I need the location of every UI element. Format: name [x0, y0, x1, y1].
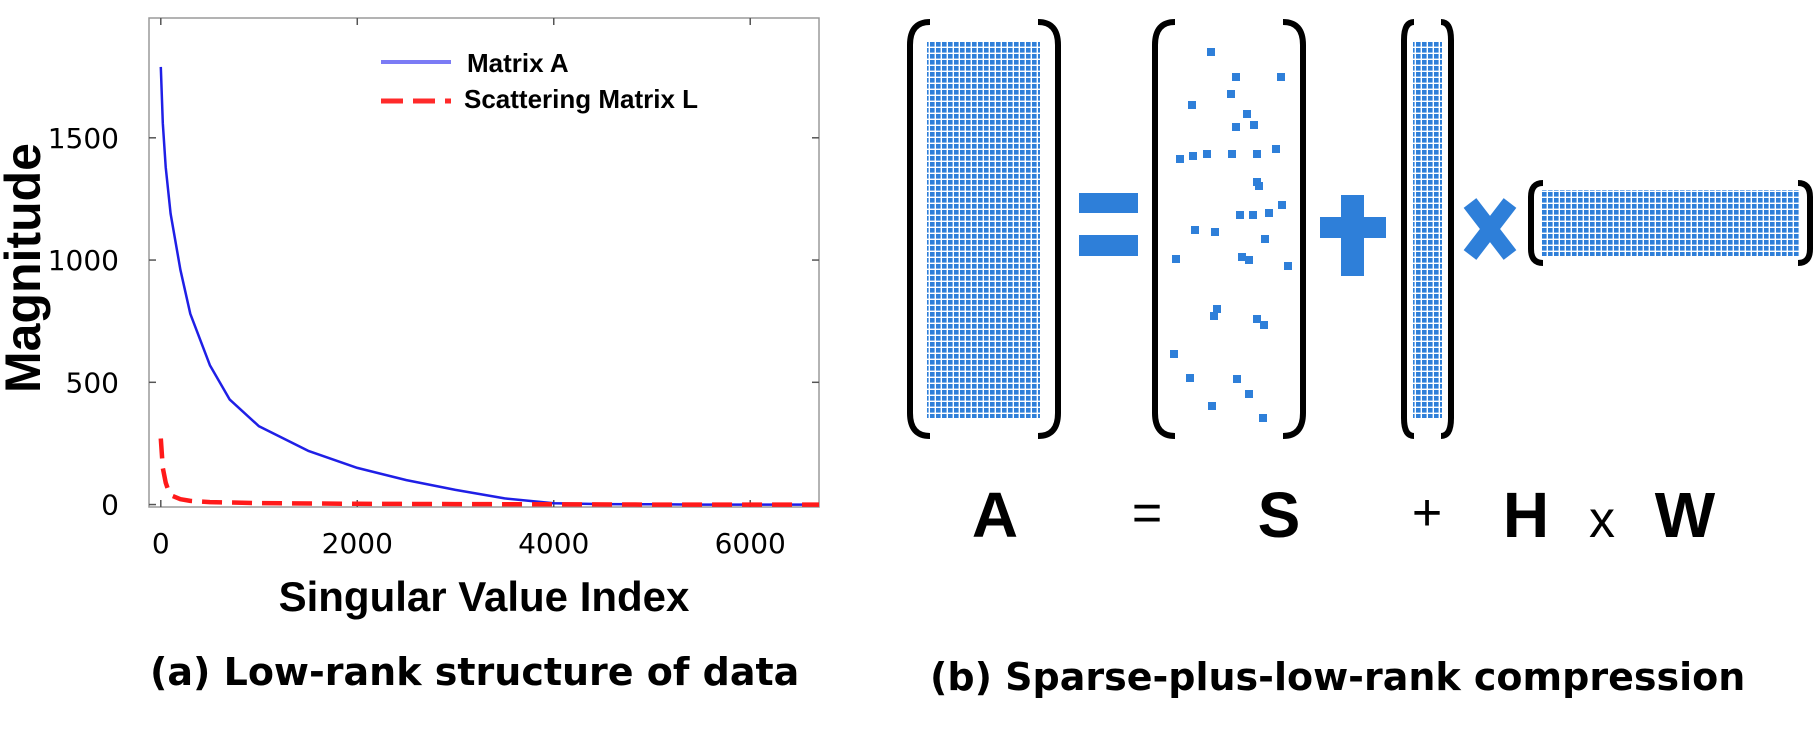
matrix-h-right-bracket: [1440, 19, 1454, 439]
matrix-a-right-bracket: [1037, 19, 1061, 439]
x-axis-ticks: 0 2000 4000 6000: [152, 18, 786, 560]
sparse-entry: [1188, 101, 1196, 109]
sparse-entry: [1278, 201, 1286, 209]
sparse-entry: [1232, 73, 1240, 81]
sparse-entry: [1207, 48, 1215, 56]
matrix-a-left-bracket: [907, 19, 931, 439]
x-tick-label: 6000: [715, 527, 786, 560]
decomposition-diagram: A = S + H x W: [907, 19, 1813, 551]
times-symbol: [1463, 198, 1517, 260]
label-s: S: [1258, 479, 1301, 551]
singular-value-chart: 0 500 1000 1500 0 2000 4000 6000 Matrix A Scat…: [0, 17, 820, 620]
label-w: W: [1655, 479, 1716, 551]
matrix-w-right-bracket: [1797, 180, 1813, 266]
matrix-a-fill: [927, 42, 1040, 418]
sparse-entry: [1186, 374, 1194, 382]
matrix-s-right-bracket: [1282, 19, 1306, 439]
sparse-entry: [1228, 150, 1236, 158]
matrix-h-left-bracket: [1401, 19, 1415, 439]
sparse-entry: [1265, 209, 1273, 217]
equals-symbol: [1079, 193, 1138, 256]
matrix-a: [907, 19, 1061, 439]
sparse-entry: [1243, 110, 1251, 118]
y-tick-label: 1000: [48, 244, 119, 277]
sparse-entry: [1172, 255, 1180, 263]
sparse-entry: [1176, 155, 1184, 163]
matrix-w-fill: [1541, 190, 1800, 256]
sparse-entry: [1272, 145, 1280, 153]
sparse-entry: [1253, 315, 1261, 323]
label-h: H: [1503, 479, 1549, 551]
sparse-entry: [1250, 121, 1258, 129]
sparse-entry: [1238, 253, 1246, 261]
sparse-entry: [1211, 228, 1219, 236]
legend-label-matrix-a: Matrix A: [467, 48, 569, 78]
sparse-entry: [1233, 375, 1241, 383]
label-plus: +: [1412, 484, 1442, 542]
label-a: A: [972, 479, 1018, 551]
label-equals: =: [1132, 484, 1162, 542]
sparse-entry: [1249, 211, 1257, 219]
caption-b: (b) Sparse-plus-low-rank compression: [930, 655, 1746, 699]
sparse-entry: [1170, 350, 1178, 358]
label-times: x: [1589, 491, 1615, 549]
plus-symbol: [1320, 195, 1386, 276]
sparse-entry: [1245, 390, 1253, 398]
x-tick-label: 2000: [322, 527, 393, 560]
sparse-entry: [1260, 321, 1268, 329]
sparse-entry: [1261, 235, 1269, 243]
y-axis-ticks: 0 500 1000 1500: [48, 122, 819, 522]
sparse-entry: [1213, 305, 1221, 313]
matrix-w-left-bracket: [1528, 180, 1544, 266]
series-layer: [158, 66, 819, 507]
matrix-s-sparse-entries: [1170, 48, 1292, 422]
matrix-h: [1401, 19, 1454, 439]
y-tick-label: 0: [101, 489, 119, 522]
matrix-s: [1152, 19, 1306, 439]
sparse-entry: [1245, 256, 1253, 264]
sparse-entry: [1259, 414, 1267, 422]
sparse-entry: [1191, 226, 1199, 234]
sparse-entry: [1227, 90, 1235, 98]
matrix-w: [1528, 180, 1813, 266]
sparse-entry: [1210, 312, 1218, 320]
sparse-entry: [1253, 150, 1261, 158]
x-tick-label: 0: [152, 527, 170, 560]
x-tick-label: 4000: [518, 527, 589, 560]
sparse-entry: [1277, 73, 1285, 81]
y-axis-label: Magnitude: [0, 143, 51, 393]
legend: Matrix A Scattering Matrix L: [381, 48, 698, 114]
x-axis-label: Singular Value Index: [279, 573, 690, 620]
y-tick-label: 500: [66, 366, 119, 399]
series-line-scattering-matrix-l: [158, 438, 819, 507]
sparse-entry: [1284, 262, 1292, 270]
sparse-entry: [1189, 152, 1197, 160]
plot-frame: [148, 17, 820, 508]
equation-labels: A = S + H x W: [972, 479, 1716, 551]
sparse-entry: [1255, 182, 1263, 190]
matrix-h-fill: [1413, 42, 1442, 418]
y-tick-label: 1500: [48, 122, 119, 155]
sparse-entry: [1203, 150, 1211, 158]
sparse-entry: [1236, 211, 1244, 219]
legend-label-scattering-matrix-l: Scattering Matrix L: [464, 84, 698, 114]
caption-a: (a) Low-rank structure of data: [150, 650, 800, 694]
matrix-s-left-bracket: [1152, 19, 1176, 439]
sparse-entry: [1232, 123, 1240, 131]
sparse-entry: [1208, 402, 1216, 410]
